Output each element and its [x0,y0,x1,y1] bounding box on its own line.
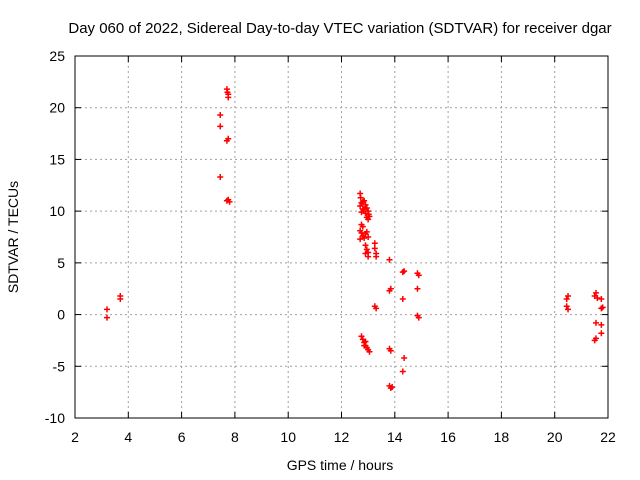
data-point-marker [387,347,394,354]
y-tick-label: -10 [45,410,65,426]
data-point-marker [359,223,366,230]
data-point-marker [594,295,601,302]
x-tick-label: 8 [231,429,239,445]
x-tick-label: 22 [600,429,616,445]
data-point-marker [361,235,368,242]
data-point-marker [362,250,369,257]
data-point-marker [399,296,406,303]
data-point-marker [226,198,233,205]
data-point-marker [415,272,422,279]
y-tick-label: 10 [49,203,65,219]
data-point-marker [363,246,370,253]
y-tick-label: 0 [57,307,65,323]
data-point-marker [217,123,224,130]
data-point-marker [362,338,369,345]
data-point-marker [598,321,605,328]
data-point-marker [357,236,364,243]
data-point-marker [358,333,365,340]
data-point-marker [399,368,406,375]
data-point-marker [565,292,572,299]
data-point-marker [373,253,380,260]
data-point-marker [361,342,368,349]
x-tick-label: 12 [334,429,350,445]
y-tick-label: 25 [49,48,65,64]
data-point-marker [357,194,364,201]
y-tick-label: 20 [49,100,65,116]
x-tick-label: 16 [440,429,456,445]
data-point-marker [117,292,124,299]
data-point-marker [359,206,366,213]
data-point-marker [415,314,422,321]
data-point-marker [389,383,396,390]
x-tick-label: 18 [494,429,510,445]
grid [75,56,608,418]
data-point-marker [103,314,110,321]
data-point-marker [366,348,373,355]
x-tick-label: 20 [547,429,563,445]
x-tick-label: 14 [387,429,403,445]
x-tick-label: 10 [280,429,296,445]
data-point-marker [387,285,394,292]
y-axis-label: SDTVAR / TECUs [5,181,21,293]
y-tick-labels: -10 -5 0 5 10 15 20 25 [45,48,65,426]
data-point-marker [598,330,605,337]
data-point-marker [358,229,365,236]
y-tick-label: 5 [57,255,65,271]
data-point-marker [593,289,600,296]
data-point-marker [373,305,380,312]
data-point-marker [362,210,369,217]
data-point-marker [365,253,372,260]
data-point-marker [371,240,378,247]
data-point-marker [401,268,408,275]
plot-frame [74,55,609,419]
data-point-marker [598,296,605,303]
x-tick-label: 6 [178,429,186,445]
data-point-marker [365,234,372,240]
data-point-marker [362,201,369,208]
y-tick-label: 15 [49,151,65,167]
data-point-marker [363,228,370,235]
chart-title: Day 060 of 2022, Sidereal Day-to-day VTE… [68,20,611,37]
data-point-marker [386,256,393,263]
data-point-marker [414,285,421,292]
y-tick-label: -5 [53,358,66,374]
data-point-marker [361,197,368,204]
data-point-marker [225,135,232,142]
data-point-marker [565,306,572,313]
data-point-marker [593,319,600,326]
data-point-marker [371,245,378,252]
data-point-marker [358,209,365,216]
x-tick-labels: 2 4 6 8 10 12 14 16 18 20 22 [71,429,616,445]
data-point-marker [217,111,224,118]
data-point-marker [563,303,570,310]
data-point-marker [362,242,369,249]
data-point-marker [103,306,110,313]
data-point-marker [599,304,606,311]
data-point-marker [217,174,224,181]
data-point-marker [593,335,600,342]
data-point-marker [225,91,232,98]
data-point-marker [563,296,570,303]
data-points [103,86,606,392]
data-point-marker [363,214,370,221]
x-tick-label: 2 [71,429,79,445]
data-point-marker [401,355,408,362]
data-point-marker [357,202,364,209]
x-axis-label: GPS time / hours [287,457,394,473]
x-tick-label: 4 [124,429,132,445]
